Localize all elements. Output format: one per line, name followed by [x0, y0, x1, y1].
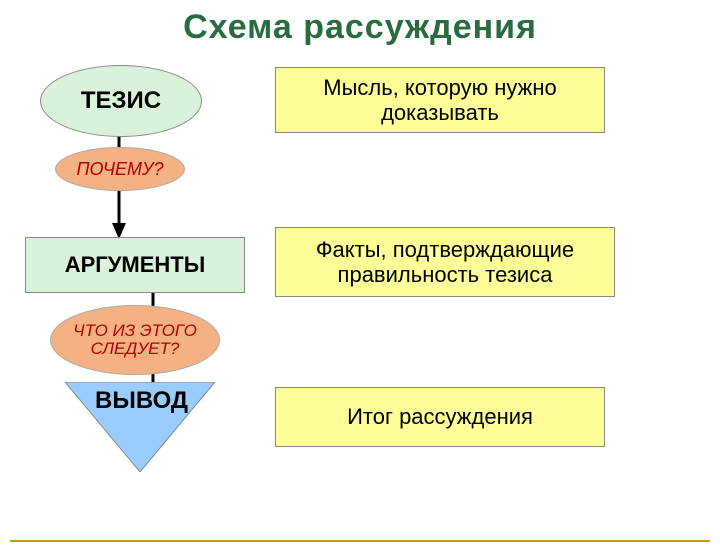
- page-title: Схема рассуждения: [0, 8, 720, 47]
- desc-arguments: Факты, подтверждающие правильность тезис…: [275, 227, 615, 297]
- diagram-canvas: ТЕЗИС ПОЧЕМУ? АРГУМЕНТЫ ЧТО ИЗ ЭТОГО СЛЕ…: [0, 47, 720, 537]
- node-thesis-label: ТЕЗИС: [81, 87, 161, 115]
- node-conclusion-label: ВЫВОД: [95, 389, 185, 413]
- connector-follows: ЧТО ИЗ ЭТОГО СЛЕДУЕТ?: [50, 305, 220, 375]
- node-arguments: АРГУМЕНТЫ: [25, 237, 245, 293]
- connector-why: ПОЧЕМУ?: [55, 147, 185, 191]
- desc-conclusion: Итог рассуждения: [275, 387, 605, 447]
- desc-thesis: Мысль, которую нужно доказывать: [275, 67, 605, 133]
- node-thesis: ТЕЗИС: [40, 65, 202, 137]
- node-arguments-label: АРГУМЕНТЫ: [65, 253, 206, 276]
- footer-divider: [10, 540, 710, 542]
- connector-why-label: ПОЧЕМУ?: [76, 160, 163, 179]
- desc-conclusion-text: Итог рассуждения: [347, 404, 533, 429]
- desc-arguments-text: Факты, подтверждающие правильность тезис…: [286, 237, 604, 288]
- desc-thesis-text: Мысль, которую нужно доказывать: [286, 75, 594, 126]
- connector-follows-label: ЧТО ИЗ ЭТОГО СЛЕДУЕТ?: [53, 322, 217, 358]
